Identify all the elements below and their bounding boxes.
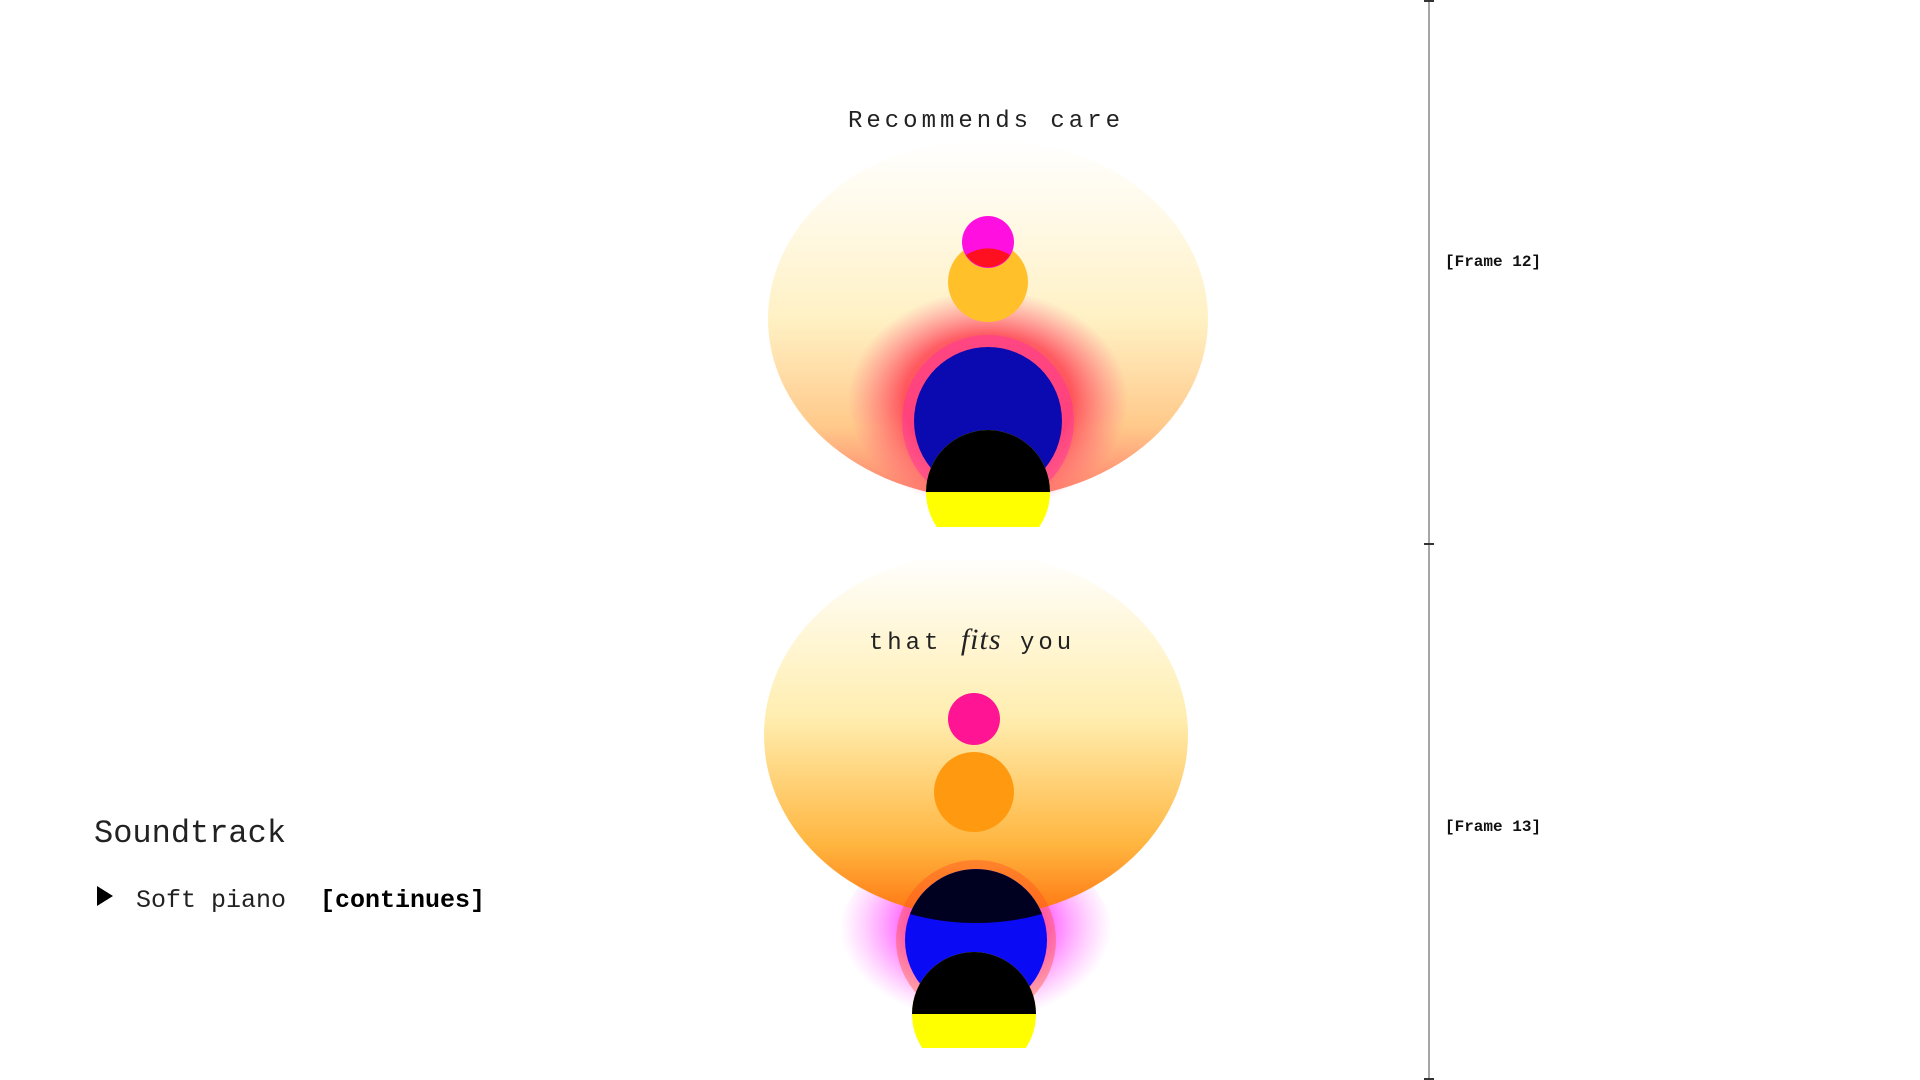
frame-13-art [764,560,1188,1048]
frame-caption: Recommends care [848,108,1124,135]
play-icon[interactable] [97,886,113,906]
caption-word: that [869,630,943,657]
frame-label: [Frame 12] [1445,253,1541,271]
track-status: [continues] [320,886,485,915]
caption-emphasis: fits [961,623,1002,656]
track-name: Soft piano [136,886,286,915]
frame-caption: that fits you [869,623,1075,657]
caption-word: you [1020,630,1075,657]
soundtrack-title: Soundtrack [94,815,286,852]
frame-12-art [768,139,1208,527]
frame-label: [Frame 13] [1445,818,1541,836]
